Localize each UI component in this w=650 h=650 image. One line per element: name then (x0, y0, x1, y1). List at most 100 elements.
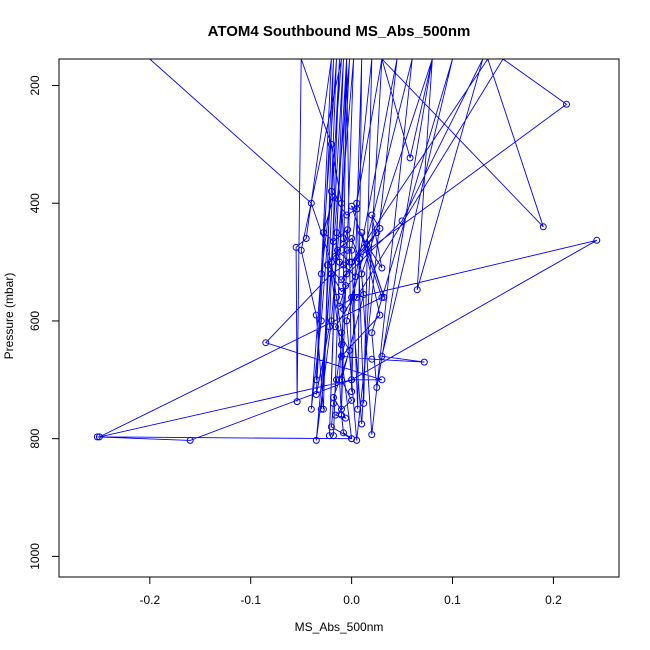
y-tick-label: 600 (28, 311, 42, 331)
data-point (346, 346, 354, 354)
data-point (338, 276, 345, 284)
data-point (333, 229, 340, 237)
plot-frame (58, 58, 620, 578)
y-tick-label: 800 (28, 428, 42, 448)
data-point (340, 429, 347, 437)
data-point (336, 376, 343, 384)
data-point (378, 293, 386, 301)
x-axis: -0.2 -0.1 0.0 0.1 0.2 (139, 576, 562, 607)
data-point (376, 311, 384, 319)
y-tick-label: 400 (28, 193, 42, 213)
data-point (332, 252, 339, 260)
data-point (593, 236, 601, 244)
series-layer (93, 59, 601, 444)
data-point (368, 211, 376, 219)
data-point (348, 235, 356, 242)
y-tick-label: 1000 (28, 543, 42, 570)
x-axis-label: MS_Abs_500nm (295, 620, 384, 634)
x-tick-label: 0.1 (444, 593, 461, 607)
data-point (327, 140, 335, 148)
series-line (97, 59, 598, 441)
x-tick-label: 0.0 (343, 593, 360, 607)
data-point (319, 229, 327, 237)
data-point (333, 293, 340, 301)
data-point (340, 240, 347, 248)
data-point (330, 394, 337, 401)
data-point (343, 270, 351, 278)
data-point (325, 432, 333, 440)
data-point (348, 246, 356, 254)
data-point (348, 435, 356, 443)
y-axis: 200 400 600 800 1000 (28, 75, 60, 570)
data-point (343, 317, 351, 325)
data-point (348, 396, 356, 404)
data-point (262, 339, 270, 347)
data-point (348, 293, 356, 301)
data-point (368, 329, 376, 337)
data-point (354, 405, 362, 413)
data-point (302, 235, 310, 242)
data-point (338, 329, 345, 337)
data-point (344, 246, 352, 254)
data-point (363, 240, 371, 248)
data-point (93, 433, 101, 441)
data-point (420, 358, 428, 366)
data-point (293, 398, 301, 406)
data-point (368, 355, 376, 363)
data-point (338, 352, 345, 360)
x-tick-label: -0.2 (139, 593, 160, 607)
data-point (338, 199, 345, 207)
data-point (539, 223, 547, 231)
data-point (327, 270, 335, 278)
data-point (312, 436, 320, 444)
data-point (338, 376, 345, 384)
data-point (406, 154, 414, 162)
data-point (332, 323, 339, 331)
data-point (346, 258, 354, 266)
data-point (297, 246, 305, 254)
x-tick-label: -0.1 (240, 593, 261, 607)
data-point (353, 205, 361, 213)
data-point (307, 199, 315, 207)
data-point (378, 376, 386, 384)
data-point (292, 243, 300, 251)
data-point (323, 261, 331, 269)
data-point (348, 388, 356, 396)
y-tick-label: 200 (28, 75, 42, 95)
x-tick-label: 0.2 (545, 593, 562, 607)
data-point (380, 293, 388, 301)
data-point (353, 293, 361, 301)
data-point (338, 288, 345, 295)
y-axis-label: Pressure (mbar) (2, 273, 16, 360)
data-point (327, 423, 335, 431)
data-point (317, 270, 325, 278)
data-point (358, 420, 366, 428)
data-point (333, 376, 340, 384)
data-point (319, 405, 327, 413)
data-point (344, 226, 352, 234)
data-point (336, 302, 343, 310)
data-point (312, 391, 320, 398)
data-point (356, 255, 364, 263)
data-point (317, 317, 325, 325)
data-point (348, 258, 356, 266)
chart-title: ATOM4 Southbound MS_Abs_500nm (208, 23, 471, 40)
data-point (95, 433, 103, 441)
data-point (342, 414, 350, 422)
data-point (563, 100, 570, 108)
data-point (330, 238, 337, 245)
data-point (348, 376, 356, 384)
data-point (358, 270, 366, 278)
data-point (368, 431, 376, 439)
data-point (348, 202, 356, 210)
data-point (350, 293, 358, 301)
data-point (413, 286, 421, 294)
data-point (342, 282, 350, 290)
data-point (312, 376, 320, 384)
data-point (398, 217, 406, 225)
data-point (373, 384, 381, 391)
data-point (373, 229, 381, 237)
data-point (312, 311, 320, 319)
data-point (317, 405, 325, 413)
